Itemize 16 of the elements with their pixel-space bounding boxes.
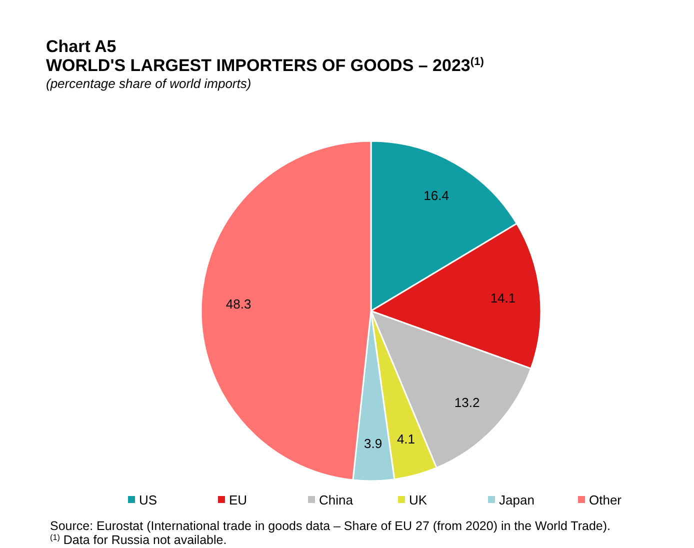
legend-label: Other [589, 492, 622, 508]
data-label: 48.3 [226, 296, 252, 312]
legend-label: Japan [499, 492, 534, 508]
legend-label: UK [409, 492, 428, 508]
data-label: 13.2 [454, 394, 480, 410]
data-label: 4.1 [396, 431, 416, 446]
chart-subtitle: (percentage share of world imports) [46, 76, 252, 91]
data-label: 14.1 [490, 290, 516, 306]
legend-label: EU [229, 492, 248, 508]
data-label: 3.9 [364, 436, 382, 452]
text: $^{(1)}$ Data for Russia not available. [50, 532, 227, 547]
legend-label: US [139, 492, 158, 508]
chart-title: Chart A5 WORLD'S LARGEST IMPORTERS OF GOODS – 2023$^{(1)}$ [46, 37, 484, 75]
legend-label: China [319, 492, 354, 508]
data-label: 16.4 [424, 188, 449, 204]
source-note: Source: Eurostat (International trade in goods data – Share of EU 27 (from 2020) in the World Trade). [50, 519, 610, 533]
